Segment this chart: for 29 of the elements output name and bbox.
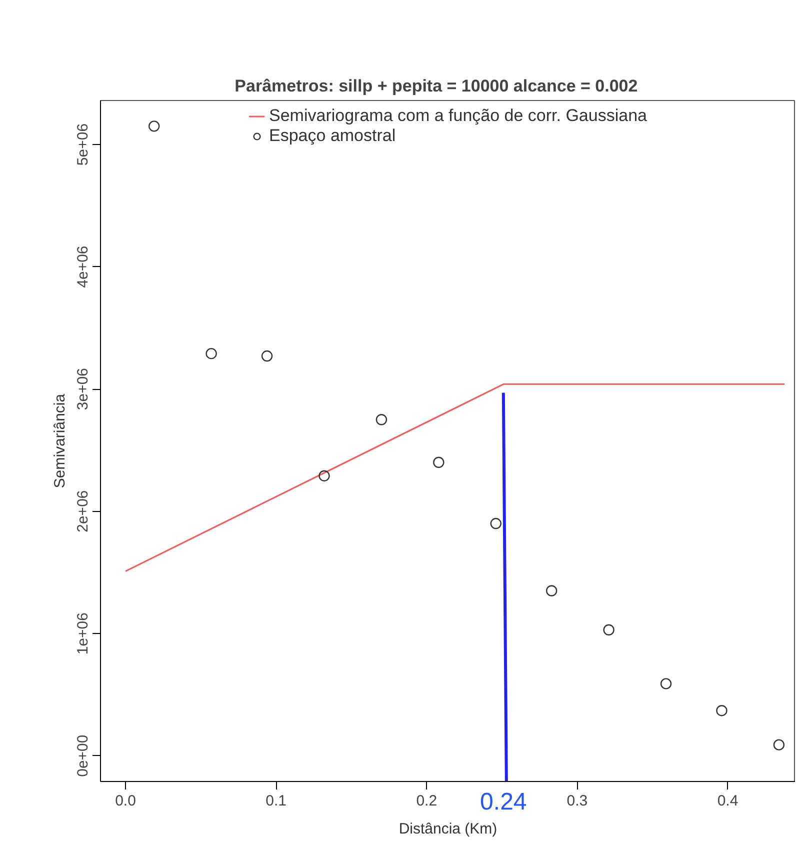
chart-title: Parâmetros: sillp + pepita = 10000 alcance = 0.002 <box>234 76 638 96</box>
y-tick-label: 3e+06 <box>74 368 92 410</box>
x-tick-label: 0.4 <box>717 792 738 810</box>
x-tick-label: 0.1 <box>266 792 286 810</box>
y-tick-label: 4e+06 <box>74 246 92 288</box>
point <box>603 624 614 636</box>
point <box>490 518 502 530</box>
x-tick-label: 0.0 <box>115 792 136 810</box>
point <box>148 120 160 132</box>
point <box>206 348 217 360</box>
point <box>261 350 273 362</box>
y-tick-label: 0e+00 <box>74 734 92 777</box>
y-axis-title: Semivariância <box>52 393 68 488</box>
point <box>716 705 728 716</box>
point <box>660 678 672 690</box>
x-tick-label: 0.2 <box>416 792 438 810</box>
legend-label: Espaço amostral <box>269 126 396 146</box>
point <box>376 414 388 426</box>
legend-label: Semivariograma com a função de corr. Gaussiana <box>269 106 647 126</box>
y-tick-label: 2e+06 <box>74 490 92 532</box>
point <box>433 456 444 468</box>
text: 0.24 <box>480 788 527 816</box>
x-tick-label: 0.3 <box>566 792 588 810</box>
point <box>773 739 785 750</box>
y-tick-label: 5e+06 <box>74 123 92 166</box>
point <box>318 470 330 482</box>
y-tick-label: 1e+06 <box>74 612 92 655</box>
x-axis-title: Distância (Km) <box>398 820 498 838</box>
point <box>546 585 558 596</box>
